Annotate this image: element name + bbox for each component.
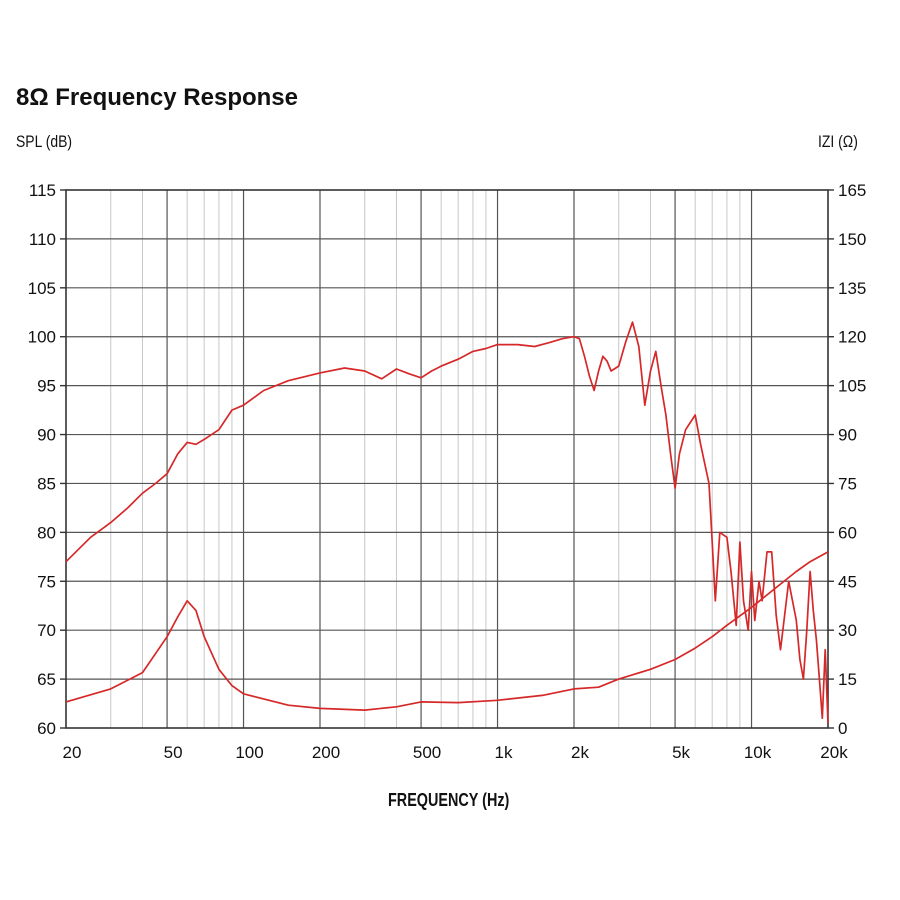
y2-tick-label: 30	[838, 621, 857, 640]
plot-border	[65, 189, 829, 729]
y2-tick-label: 150	[838, 230, 866, 249]
y2-tick-label: 0	[838, 719, 847, 738]
y-tick-label: 95	[37, 377, 56, 396]
y2-axis-label-impedance: IZI (Ω)	[818, 132, 858, 151]
spl-curve	[65, 321, 829, 724]
y-tick-label: 100	[28, 328, 56, 347]
y-axis-label-spl: SPL (dB)	[16, 132, 73, 151]
y2-tick-label: 135	[838, 279, 866, 298]
y2-tick-label: 120	[838, 328, 866, 347]
x-tick-label: 1k	[495, 743, 513, 762]
x-tick-label: 10k	[744, 743, 772, 762]
y2-tick-label: 75	[838, 474, 857, 493]
tick-labels: 60 65 70 75 80 85 90 95 100 105 110 115 0 15 30 45 60 75 9…	[28, 181, 867, 762]
x-tick-label: 50	[164, 743, 183, 762]
x-tick-label: 20	[63, 743, 82, 762]
series-layer	[65, 321, 829, 724]
y-tick-label: 110	[29, 230, 56, 249]
y-tick-label: 115	[29, 181, 56, 200]
y2-tick-label: 105	[838, 377, 866, 396]
x-axis-label: FREQUENCY (Hz)	[388, 790, 510, 810]
y-tick-label: 60	[37, 719, 56, 738]
y2-tick-label: 90	[838, 426, 857, 445]
y-tick-label: 65	[37, 670, 56, 689]
x-tick-label: 2k	[571, 743, 589, 762]
plot-frame	[60, 189, 834, 729]
y-tick-label: 90	[37, 426, 56, 445]
impedance-curve	[65, 551, 829, 711]
y2-tick-label: 165	[838, 181, 866, 200]
y2-tick-label: 15	[838, 670, 857, 689]
chart-title: 8Ω Frequency Response	[16, 84, 298, 111]
x-tick-label: 5k	[672, 743, 690, 762]
x-tick-label: 100	[235, 743, 263, 762]
x-tick-label: 500	[413, 743, 441, 762]
y-tick-label: 70	[37, 621, 56, 640]
y-tick-label: 105	[28, 279, 56, 298]
x-tick-label: 200	[312, 743, 340, 762]
y-tick-label: 85	[37, 474, 56, 493]
y-tick-label: 80	[37, 523, 56, 542]
y2-tick-label: 60	[838, 523, 857, 542]
y-tick-label: 75	[37, 572, 56, 591]
x-tick-label: 20k	[820, 743, 848, 762]
y2-tick-label: 45	[838, 572, 857, 591]
minor-grid	[110, 190, 741, 728]
major-grid	[66, 190, 828, 728]
